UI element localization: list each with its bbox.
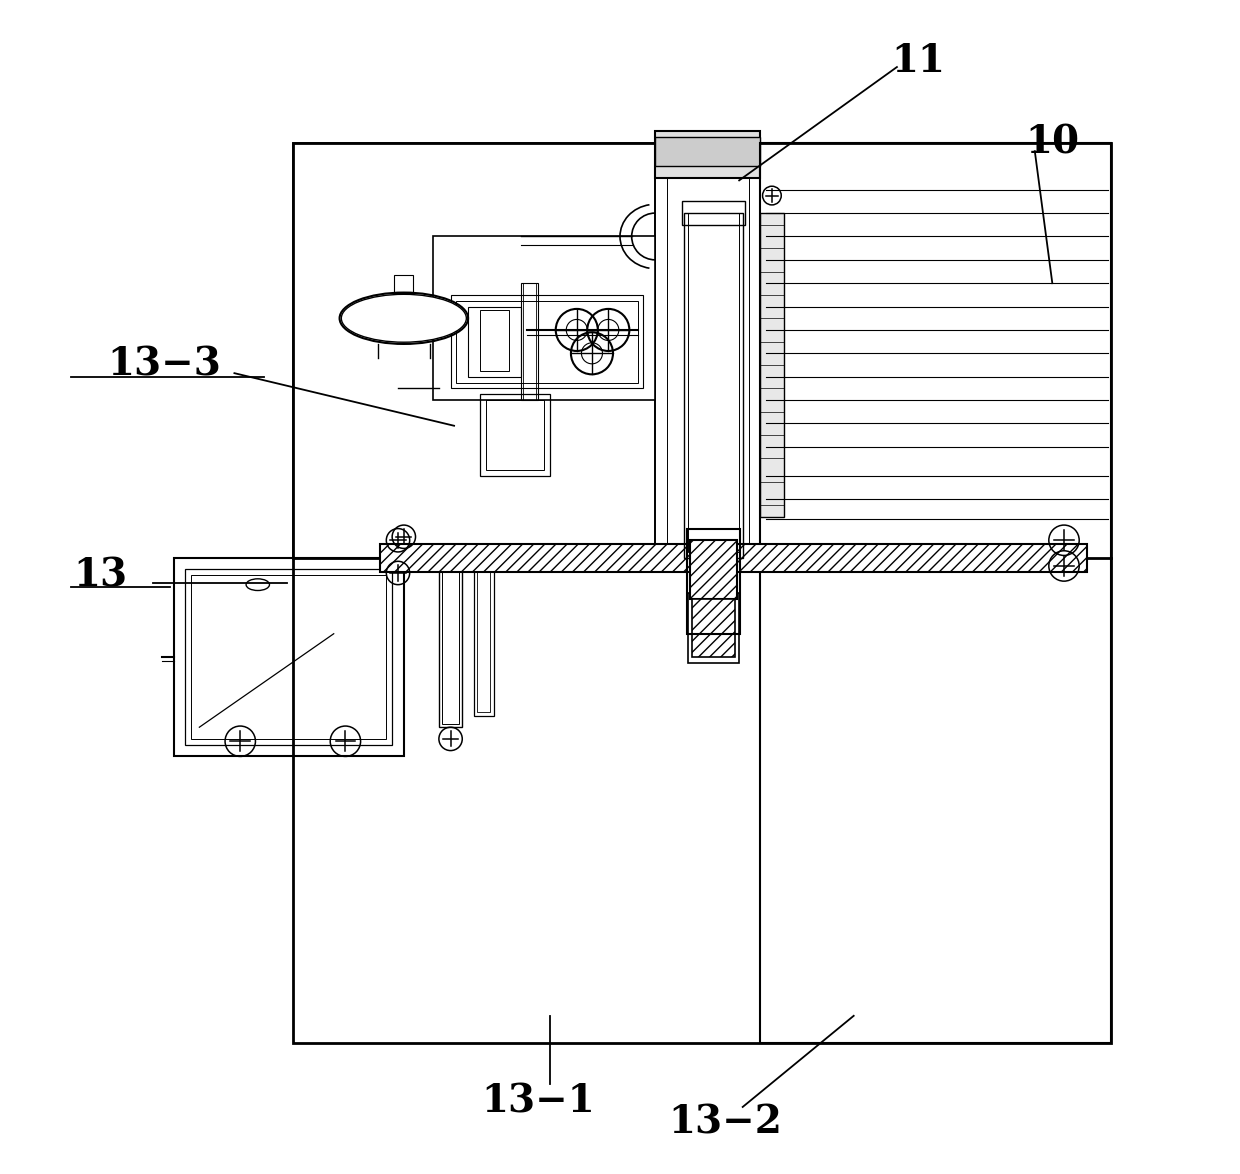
Bar (691, 540, 737, 599)
Bar (469, 306, 521, 377)
Bar (687, 528, 740, 634)
Bar (523, 283, 536, 400)
Text: 13−3: 13−3 (108, 346, 221, 384)
Bar (191, 575, 387, 738)
Bar (456, 301, 637, 383)
Bar (688, 593, 739, 663)
Text: 13: 13 (73, 556, 128, 594)
Bar (381, 544, 1087, 572)
Bar (443, 552, 459, 723)
Bar (474, 558, 494, 715)
Bar (480, 394, 549, 475)
Bar (480, 310, 508, 371)
Bar (381, 544, 1087, 572)
Bar (477, 558, 490, 711)
Bar (682, 202, 745, 224)
Bar (486, 400, 544, 470)
Text: 11: 11 (892, 42, 945, 80)
Ellipse shape (341, 295, 466, 342)
Bar (760, 143, 1111, 1043)
Bar (450, 295, 644, 389)
Bar (433, 236, 655, 400)
Bar (688, 214, 739, 552)
Bar (655, 131, 760, 178)
Bar (439, 552, 463, 727)
Text: 13−1: 13−1 (481, 1082, 595, 1120)
Bar (174, 558, 404, 756)
Bar (293, 143, 1111, 1043)
Bar (760, 214, 784, 517)
Bar (655, 137, 760, 167)
Bar (655, 143, 760, 558)
Text: 13−2: 13−2 (668, 1104, 782, 1141)
Bar (394, 275, 413, 292)
Text: 10: 10 (1025, 124, 1079, 162)
Bar (185, 569, 392, 744)
Bar (521, 283, 538, 400)
Bar (692, 599, 734, 657)
Bar (293, 143, 655, 558)
Bar (684, 214, 743, 558)
